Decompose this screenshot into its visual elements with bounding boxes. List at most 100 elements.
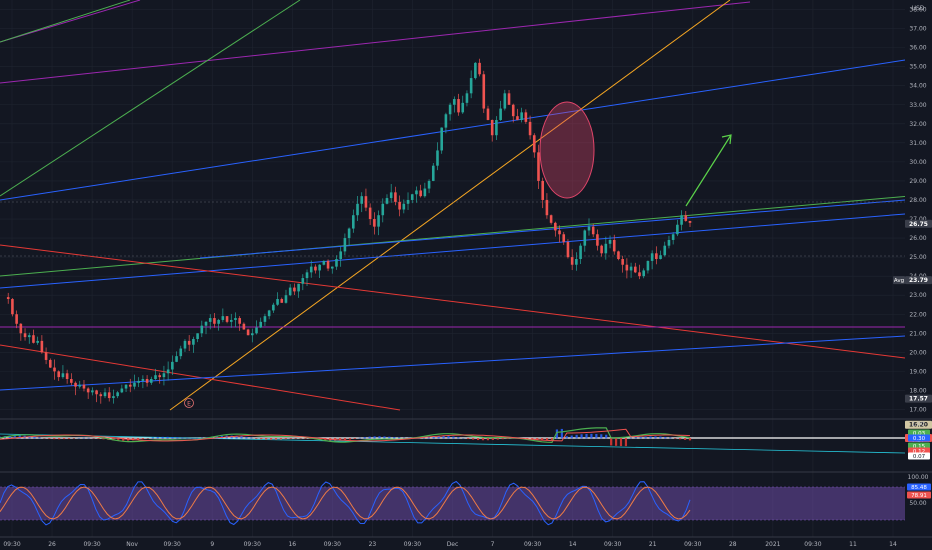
green-fan-line-1[interactable] — [0, 0, 131, 43]
y-tick-label-19: 36.00 — [909, 45, 926, 52]
svg-text:0.03: 0.03 — [913, 431, 926, 437]
candle — [516, 108, 519, 121]
macd-bar — [674, 438, 677, 439]
macd-bar — [151, 437, 154, 439]
candle — [545, 193, 549, 219]
macd-bar — [48, 438, 51, 439]
macd-indicator-panel[interactable] — [0, 418, 932, 454]
y-tick-label-4: 21.00 — [909, 330, 926, 337]
blue-support-line-2[interactable] — [199, 199, 906, 259]
candle — [11, 298, 14, 317]
candle — [32, 329, 35, 344]
macd-bar — [649, 436, 652, 439]
candle — [179, 345, 183, 360]
macd-bar — [476, 438, 480, 441]
macd-bar — [269, 438, 273, 440]
candle — [554, 221, 557, 237]
candle — [503, 89, 507, 111]
x-tick-label-1: 26 — [48, 541, 56, 548]
candle — [352, 209, 355, 233]
orange-trendline[interactable] — [169, 0, 731, 411]
macd-bar — [136, 438, 140, 440]
projection-arrow-head[interactable] — [721, 134, 732, 145]
candle — [579, 243, 582, 265]
candle — [415, 186, 418, 203]
candle — [116, 391, 119, 399]
x-tick-label-11: Dec — [447, 541, 459, 548]
candle — [208, 314, 212, 330]
candle — [145, 375, 149, 387]
candle — [474, 62, 477, 80]
candle — [499, 100, 502, 121]
macd-bar — [688, 438, 692, 441]
candle — [343, 233, 347, 256]
x-tick-label-13: 09:30 — [524, 541, 541, 548]
candle — [655, 246, 658, 265]
macd-badge-1: 0.30 — [908, 434, 930, 442]
candle — [389, 184, 393, 203]
y-tick-label-18: 35.00 — [909, 64, 926, 71]
candle — [486, 105, 490, 121]
candle — [82, 380, 86, 392]
candle — [128, 378, 132, 393]
candle — [377, 210, 380, 236]
macd-bar — [664, 436, 667, 439]
candle — [137, 377, 140, 388]
candle — [183, 339, 187, 352]
macd-bar — [545, 438, 549, 441]
candle — [495, 116, 498, 140]
candle — [596, 229, 599, 251]
highlight-ellipse[interactable] — [539, 101, 595, 199]
red-resistance-line[interactable] — [0, 244, 906, 359]
x-tick-label-2: 09:30 — [83, 541, 100, 548]
candle — [604, 236, 608, 260]
x-tick-label-22: 14 — [889, 541, 897, 548]
projection-arrow-line[interactable] — [685, 134, 732, 207]
event-marker-label: E — [187, 401, 191, 408]
purple-channel-upper[interactable] — [0, 0, 141, 43]
macd-bar — [141, 438, 145, 440]
candle — [36, 336, 39, 345]
candle — [591, 223, 595, 238]
candle — [272, 302, 275, 313]
candle — [621, 255, 624, 273]
blue-support-line-1[interactable] — [0, 213, 906, 289]
candle — [511, 103, 515, 123]
currency-label: USD — [912, 5, 925, 12]
green-fan-line-2[interactable] — [0, 0, 301, 197]
candle — [410, 193, 414, 204]
macd-bar — [72, 438, 76, 439]
time-axis[interactable]: 09:30 26 09:30 Nov 09:30 9 09:30 16 09:30 23 09:30… — [0, 536, 932, 548]
candle — [57, 370, 61, 381]
macd-bar — [171, 437, 174, 439]
macd-bar — [240, 436, 243, 439]
red-lower-line[interactable] — [0, 344, 401, 411]
candle — [482, 70, 486, 113]
event-marker[interactable] — [184, 398, 194, 408]
svg-text:0.15: 0.15 — [913, 444, 926, 450]
svg-text:0.12: 0.12 — [913, 449, 925, 455]
trendlines[interactable] — [0, 0, 911, 411]
stochastic-rsi-panel[interactable] — [0, 471, 932, 526]
macd-bar — [13, 435, 16, 439]
candle — [688, 220, 692, 228]
macd-bar — [403, 437, 406, 439]
y-tick-label-16: 33.00 — [909, 102, 926, 109]
blue-channel-line[interactable] — [0, 59, 906, 201]
macd-bar — [102, 438, 105, 440]
candle — [465, 90, 469, 107]
macd-bar — [486, 438, 490, 441]
green-support-line[interactable] — [0, 195, 911, 277]
price-axis[interactable]: 17.0018.0019.0020.0021.0022.0023.0024.00… — [905, 0, 932, 550]
candle — [301, 274, 305, 291]
x-tick-label-17: 09:30 — [684, 541, 701, 548]
candle — [330, 266, 334, 274]
candle — [86, 387, 90, 399]
x-tick-label-6: 09:30 — [244, 541, 261, 548]
purple-channel-top[interactable] — [0, 1, 751, 84]
candle — [61, 365, 65, 379]
candle — [676, 219, 679, 237]
candle — [457, 93, 460, 116]
drawing-annotations[interactable]: E — [184, 101, 732, 408]
